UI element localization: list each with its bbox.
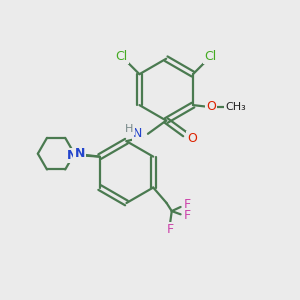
Text: F: F [167,223,174,236]
Text: CH₃: CH₃ [225,102,246,112]
Text: Cl: Cl [116,50,128,63]
Text: N: N [67,149,77,162]
Text: F: F [184,209,191,222]
Text: Cl: Cl [205,50,217,63]
Text: N: N [74,147,85,160]
Text: O: O [187,132,197,145]
Text: N: N [133,127,142,140]
Text: O: O [206,100,216,113]
Text: H: H [125,124,134,134]
Text: F: F [184,197,191,211]
